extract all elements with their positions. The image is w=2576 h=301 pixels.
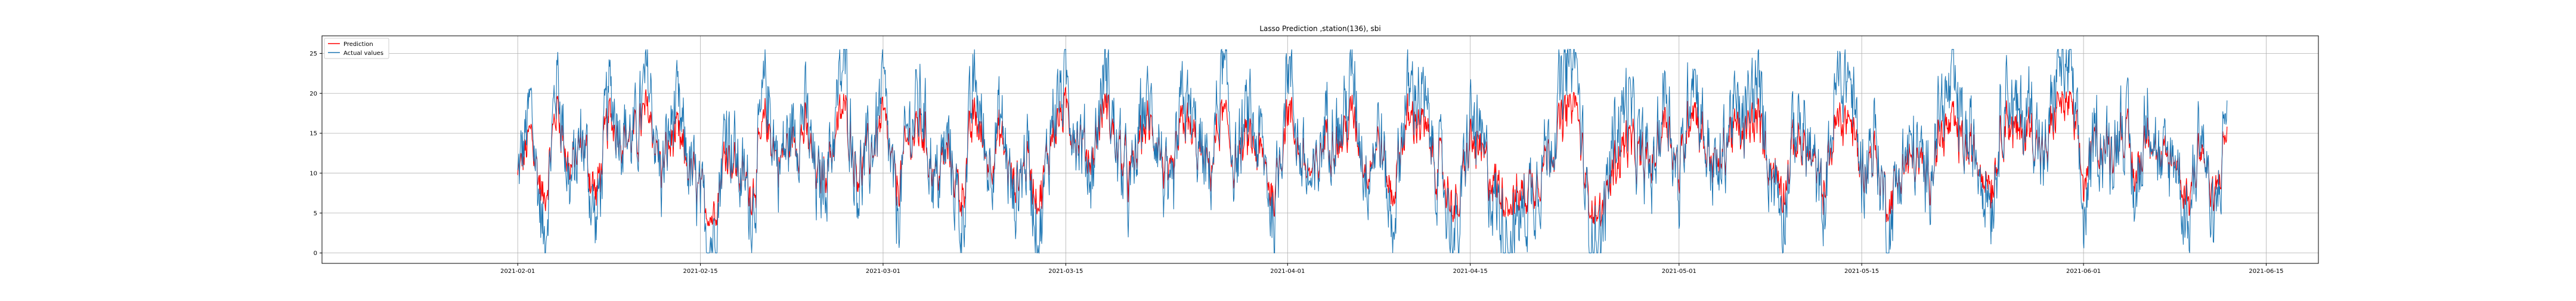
y-tick-label: 5 [314, 210, 317, 217]
x-tick-label: 2021-04-01 [1270, 268, 1305, 275]
x-tick-label: 2021-05-01 [1662, 268, 1696, 275]
x-tick-label: 2021-06-01 [2066, 268, 2101, 275]
y-tick-label: 15 [309, 131, 317, 137]
x-tick-label: 2021-06-15 [2249, 268, 2283, 275]
legend-label-actual: Actual values [343, 50, 383, 57]
y-tick-label: 20 [309, 91, 317, 97]
chart-title: Lasso Prediction ,station(136), sbi [1259, 24, 1380, 33]
x-axis: 2021-02-01 2021-02-15 2021-03-01 2021-03-15… [500, 263, 2284, 275]
y-tick-label: 10 [309, 170, 317, 177]
x-tick-label: 2021-03-15 [1048, 268, 1083, 275]
x-tick-label: 2021-04-15 [1453, 268, 1488, 275]
y-axis: 0 5 10 15 20 25 [309, 51, 322, 257]
x-tick-label: 2021-03-01 [866, 268, 900, 275]
legend-box [324, 38, 389, 59]
x-tick-label: 2021-02-15 [683, 268, 718, 275]
legend: Prediction Actual values [324, 38, 389, 59]
series-line-actual-values [517, 48, 2228, 254]
series-layer [517, 48, 2228, 254]
x-tick-label: 2021-05-15 [1844, 268, 1879, 275]
y-tick-label: 25 [309, 51, 317, 57]
y-tick-label: 0 [314, 250, 317, 257]
series-line-prediction [517, 86, 2228, 227]
x-tick-label: 2021-02-01 [500, 268, 535, 275]
legend-label-prediction: Prediction [343, 41, 373, 48]
plot-frame [321, 35, 2319, 264]
